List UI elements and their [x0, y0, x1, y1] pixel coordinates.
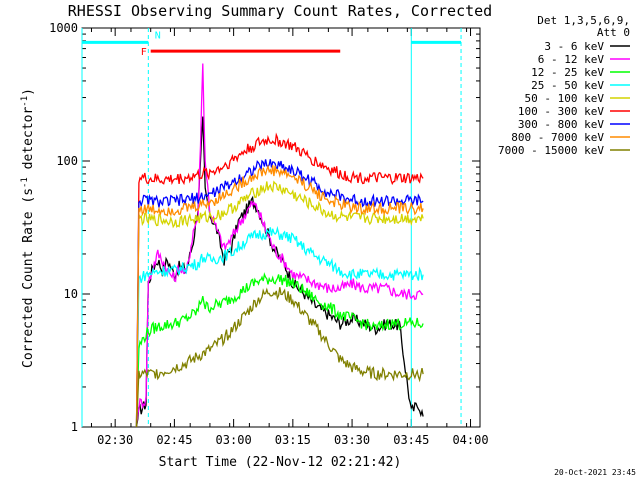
- x-axis-label: Start Time (22-Nov-12 02:21:42): [159, 455, 402, 470]
- y-tick-label: 100: [56, 154, 78, 168]
- legend-header-line-2: Att 0: [597, 26, 630, 39]
- plot-frame: [81, 27, 481, 428]
- x-tick-label: 02:30: [97, 433, 133, 447]
- legend-label: 50 - 100 keV: [525, 92, 605, 105]
- legend-label: 300 - 800 keV: [518, 118, 604, 131]
- y-axis-label-mid: detector: [21, 107, 36, 178]
- series-line: [135, 272, 424, 428]
- series-line: [135, 63, 424, 428]
- legend-label: 800 - 7000 keV: [511, 131, 604, 144]
- y-axis-label: Corrected Count Rate (s-1 detector-1): [20, 88, 36, 368]
- x-tick-label: 02:45: [156, 433, 192, 447]
- y-tick-label: 1: [71, 420, 78, 434]
- x-tick-label: 04:00: [452, 433, 488, 447]
- attenuator-indicators: [81, 28, 462, 427]
- x-tick-label: 03:30: [334, 433, 370, 447]
- x-tick-label: 03:15: [275, 433, 311, 447]
- legend-label: 25 - 50 keV: [531, 79, 604, 92]
- series-line: [135, 180, 424, 428]
- flare-flags: FN: [141, 30, 341, 58]
- series-line: [135, 132, 424, 428]
- legend-label: 6 - 12 keV: [538, 53, 605, 66]
- y-tick-label: 1000: [49, 21, 78, 35]
- y-axis-label-sup2: -1: [20, 96, 30, 107]
- series-line: [135, 287, 424, 428]
- legend-label: 12 - 25 keV: [531, 66, 604, 79]
- timestamp: 20-Oct-2021 23:45: [554, 468, 636, 477]
- legend-header-line-1: Det 1,3,5,6,9,: [537, 14, 630, 27]
- y-axis-label-end: ): [21, 88, 36, 96]
- series-line: [135, 164, 424, 428]
- series-line: [135, 225, 424, 428]
- series-lines: [135, 63, 424, 428]
- night-flag-label: N: [155, 30, 161, 41]
- axis-ticks: 1 10 100 1000 02:30 02:45 03:00 03:15 03:30 03:45…: [49, 21, 488, 447]
- legend-label: 7000 - 15000 keV: [498, 144, 604, 157]
- chart-title: RHESSI Observing Summary Count Rates, Co…: [68, 2, 492, 20]
- y-tick-label: 10: [64, 287, 78, 301]
- series-line: [135, 159, 424, 428]
- y-axis-label-sup1: -1: [20, 177, 30, 188]
- legend-label: 100 - 300 keV: [518, 105, 604, 118]
- x-tick-label: 03:00: [216, 433, 252, 447]
- legend-label: 3 - 6 keV: [544, 40, 604, 53]
- y-axis-label-main: Corrected Count Rate (s: [21, 188, 36, 368]
- x-tick-label: 03:45: [393, 433, 429, 447]
- flare-flag-label: F: [141, 47, 147, 58]
